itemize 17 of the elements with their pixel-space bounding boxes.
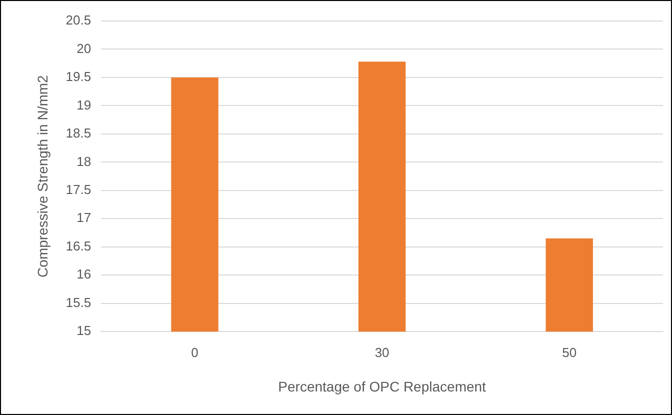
y-tick-label: 16 <box>76 266 92 282</box>
y-tick-label: 16.5 <box>66 238 92 254</box>
x-tick-label: 50 <box>562 344 577 360</box>
x-tick-label: 0 <box>191 344 198 360</box>
y-tick-label: 19 <box>76 97 92 112</box>
y-tick-label: 17 <box>76 210 92 226</box>
y-tick-label: 18.5 <box>66 126 92 141</box>
y-axis-title: Compressive Strength in N/mm2 <box>34 74 50 278</box>
y-tick-label: 17.5 <box>66 182 92 197</box>
y-tick-label: 20.5 <box>66 12 92 28</box>
x-axis-title: Percentage of OPC Replacement <box>278 378 486 394</box>
y-tick-label: 19.5 <box>66 69 92 84</box>
y-tick-label: 15 <box>76 323 92 338</box>
y-tick-label: 18 <box>76 154 92 169</box>
x-tick-label: 30 <box>374 344 390 360</box>
y-tick-label: 20 <box>76 40 92 56</box>
y-tick-label: 15.5 <box>66 294 92 310</box>
